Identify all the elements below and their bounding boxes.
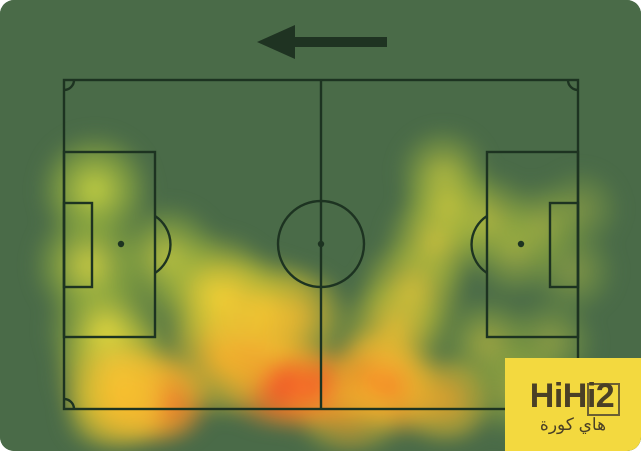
direction-of-play-arrow [255,25,395,59]
heat-blob [540,170,620,248]
hihi2-watermark[interactable]: HiHi2 هاي كورة [505,358,641,451]
heat-blob [55,378,175,448]
arrow-head-icon [257,25,295,59]
logo-wordmark: HiHi2 [529,376,621,416]
logo-brand-latin: HiHi2 [529,376,615,415]
heat-blob [290,385,410,450]
arrow-shaft [293,37,387,47]
logo-square-icon [587,382,621,416]
logo-brand-arabic: هاي كورة [539,414,607,434]
